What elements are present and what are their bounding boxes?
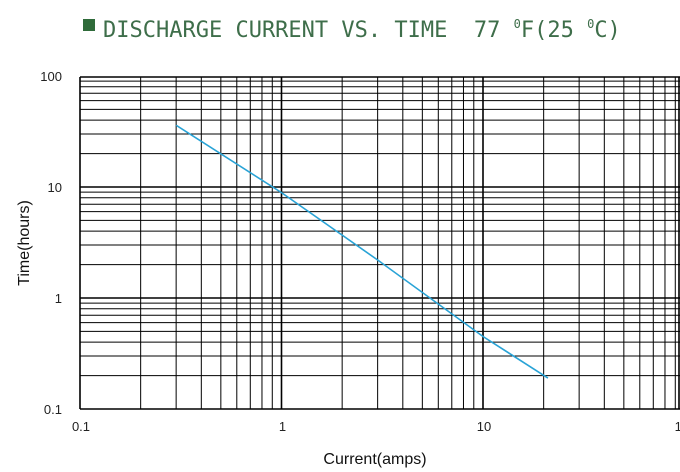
y-tick-label: 10 — [48, 180, 62, 195]
y-axis-label: Time(hours) — [16, 200, 33, 286]
y-tick-label: 0.1 — [44, 402, 62, 417]
y-tick-label: 100 — [40, 69, 62, 84]
chart-title-middle: F(25 — [521, 18, 587, 43]
series-line — [175, 124, 549, 379]
chart-title-degree-1: 0 — [514, 17, 521, 31]
chart-title: DISCHARGE CURRENT VS. TIME 77 0F(25 0C) — [103, 17, 621, 43]
title-marker-square — [83, 19, 95, 31]
chart-title-main: DISCHARGE CURRENT VS. TIME 77 — [103, 18, 514, 43]
x-axis-label: Current(amps) — [323, 451, 426, 468]
x-tick-label: 1 — [279, 419, 286, 434]
grid-major-lines — [79, 76, 680, 410]
x-tick-label: 0.1 — [72, 419, 90, 434]
tick-labels: 0.1 1 10 100 0.1 1 10 100 — [40, 69, 680, 434]
series-layer — [175, 124, 549, 379]
x-tick-label: 10 — [477, 419, 491, 434]
y-tick-label: 1 — [55, 291, 62, 306]
chart-title-end: C) — [594, 18, 621, 43]
grid-minor-lines — [80, 77, 680, 409]
chart-title-degree-2: 0 — [587, 17, 594, 31]
x-tick-label: 100 — [675, 419, 680, 434]
